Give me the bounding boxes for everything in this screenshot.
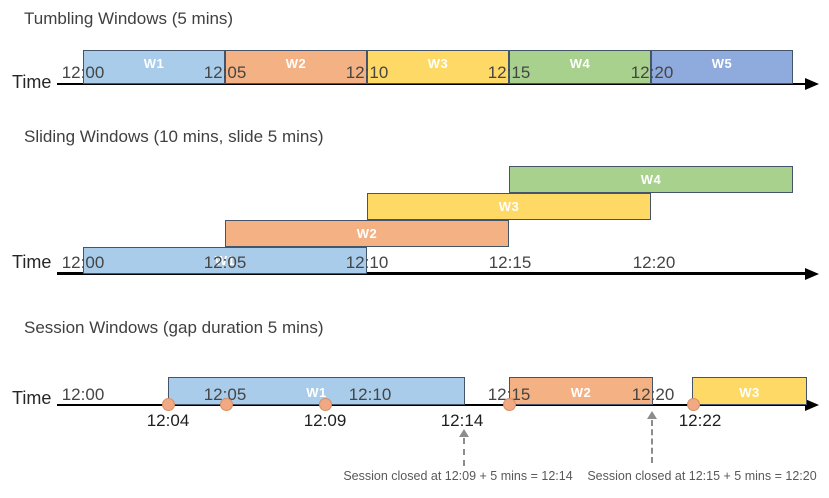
window-label: W1 — [143, 56, 165, 71]
tumbling-time-axis — [57, 83, 806, 85]
tumbling-tick-1205: 12:05 — [203, 63, 247, 82]
window-label: W4 — [569, 56, 591, 71]
session-tick-1220: 12:20 — [631, 385, 675, 404]
window-label: W4 — [640, 172, 662, 187]
window-label: W3 — [498, 199, 520, 214]
sliding-tick-1220: 12:20 — [632, 253, 676, 272]
sliding-tick-1210: 12:10 — [345, 253, 389, 272]
tumbling-title: Tumbling Windows (5 mins) — [24, 9, 234, 28]
tumbling-window-w1: W1 — [83, 50, 225, 84]
tumbling-window-w4: W4 — [509, 50, 651, 84]
window-label: W1 — [306, 385, 327, 400]
session-axis-arrowhead-icon — [805, 399, 819, 411]
event-dot-1209 — [319, 398, 332, 411]
tumbling-window-w2: W2 — [225, 50, 367, 84]
tumbling-window-w3: W3 — [367, 50, 509, 84]
sliding-window-w3: W3 — [367, 193, 651, 220]
sliding-tick-1215: 12:15 — [488, 253, 532, 272]
window-label: W2 — [285, 56, 307, 71]
event-time-1209: 12:09 — [303, 411, 347, 430]
dashed-arrow-left — [463, 438, 465, 466]
session-closed-annotation-1: Session closed at 12:09 + 5 mins = 12:14 — [343, 469, 573, 483]
tumbling-axis-arrowhead-icon — [805, 78, 819, 90]
event-time-1222: 12:22 — [678, 411, 722, 430]
sliding-window-w2: W2 — [225, 220, 509, 247]
session-window-w2: W2 — [509, 377, 653, 405]
up-arrowhead-icon — [459, 429, 469, 437]
sliding-window-w4: W4 — [509, 166, 793, 193]
window-label: W1 — [214, 253, 236, 268]
sliding-window-w1: W1 — [83, 247, 367, 274]
sliding-axis-arrowhead-icon — [805, 268, 819, 280]
window-label: W2 — [356, 226, 378, 241]
event-dot-1206 — [220, 398, 233, 411]
window-label: W3 — [739, 385, 760, 400]
session-tick-1215: 12:15 — [487, 385, 531, 404]
tumbling-tick-1200: 12:00 — [61, 63, 105, 82]
session-window-w3: W3 — [692, 377, 807, 405]
sliding-tick-1205: 12:05 — [203, 253, 247, 272]
dashed-arrow-right — [651, 420, 653, 463]
window-label: W5 — [711, 56, 733, 71]
event-dot-1222 — [687, 398, 700, 411]
sliding-time-label: Time — [12, 252, 52, 272]
sliding-time-axis — [57, 272, 806, 275]
up-arrowhead-icon — [647, 411, 657, 419]
event-time-1204: 12:04 — [146, 411, 190, 430]
event-dot-1204 — [162, 398, 175, 411]
session-time-label: Time — [12, 388, 52, 408]
session-tick-1205: 12:05 — [203, 385, 247, 404]
session-window-w1: W1 — [168, 377, 465, 405]
tumbling-tick-1215: 12:15 — [487, 63, 531, 82]
session-time-axis — [57, 404, 806, 406]
tumbling-time-label: Time — [12, 72, 52, 92]
window-label: W2 — [570, 385, 592, 400]
tumbling-tick-1220: 12:20 — [630, 63, 674, 82]
event-time-1214: 12:14 — [440, 411, 484, 430]
tumbling-window-w5: W5 — [651, 50, 793, 84]
tumbling-tick-1210: 12:10 — [345, 63, 389, 82]
session-tick-1210: 12:10 — [348, 385, 392, 404]
sliding-tick-1200: 12:00 — [61, 253, 105, 272]
session-title: Session Windows (gap duration 5 mins) — [24, 318, 324, 337]
event-dot-1215 — [503, 398, 516, 411]
session-closed-annotation-2: Session closed at 12:15 + 5 mins = 12:20 — [587, 469, 817, 483]
session-tick-1200: 12:00 — [61, 385, 105, 404]
window-label: W3 — [427, 56, 449, 71]
sliding-title: Sliding Windows (10 mins, slide 5 mins) — [24, 127, 324, 146]
